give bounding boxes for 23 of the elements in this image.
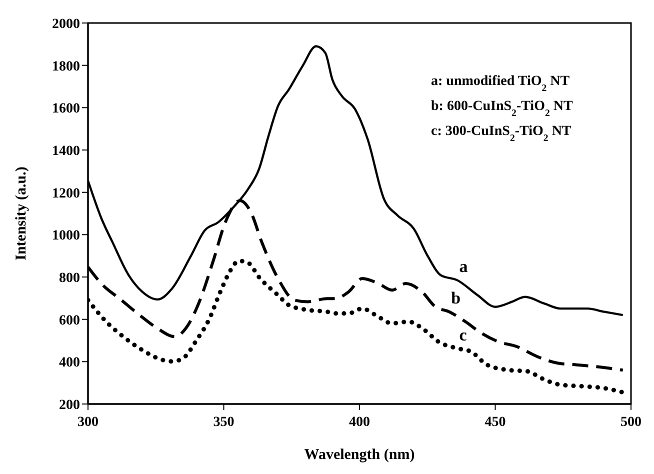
y-tick-label: 1200	[52, 186, 80, 202]
y-tick-label: 2000	[52, 16, 80, 32]
series-label: b	[451, 288, 461, 308]
x-axis-title: Wavelength (nm)	[304, 447, 415, 463]
annotation: b: 600-CuInS$_{2}$-TiO$_{2}$ NT	[431, 99, 574, 118]
y-tick-label: 1400	[52, 144, 80, 159]
x-tick-label: 500	[620, 414, 642, 430]
annotation: c: 300-CuInS$_{2}$-TiO$_{2}$ NT	[431, 124, 572, 144]
annotation: a: unmodified TiO$_{2}$ NT	[431, 74, 570, 94]
y-tick-label: 200	[59, 398, 80, 413]
series-label: a	[459, 257, 468, 276]
y-tick-label: 400	[59, 356, 80, 371]
x-tick-label: 350	[213, 414, 234, 430]
y-tick-label: 1800	[52, 59, 80, 74]
series-label: c	[459, 325, 468, 344]
y-tick-label: 600	[59, 313, 80, 328]
y-tick-label: 1600	[52, 102, 80, 117]
x-tick-label: 300	[78, 414, 98, 430]
x-tick-label: 400	[349, 414, 370, 430]
x-tick-label: 450	[484, 414, 506, 430]
y-tick-label: 800	[59, 270, 80, 286]
y-axis-title: Intensity (a.u.)	[13, 166, 30, 260]
y-tick-label: 1000	[52, 228, 80, 244]
